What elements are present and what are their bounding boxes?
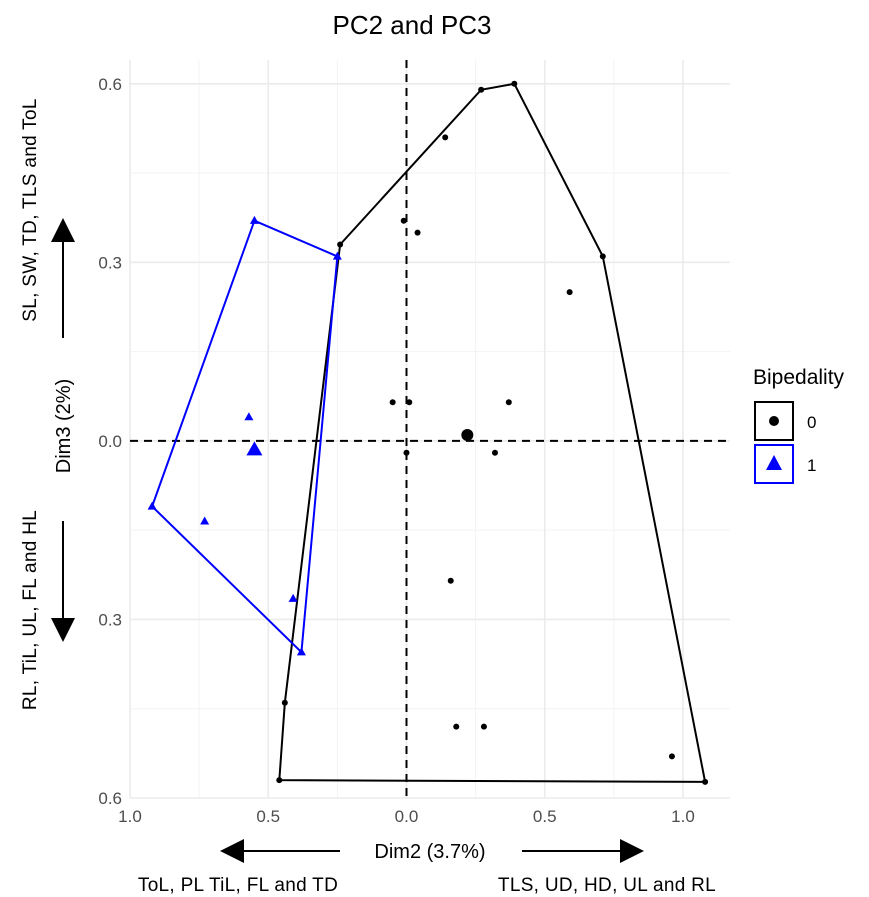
x-tick-label: 1.0 [118,807,142,826]
data-point-series-0 [442,134,449,141]
legend-label-0: 0 [807,413,816,432]
data-point-series-0 [511,80,518,87]
x-positive-direction-label: TLS, UD, HD, UL and RL [498,875,716,896]
data-point-series-0 [337,241,344,248]
data-point-series-0 [599,253,606,260]
data-point-series-0 [668,753,675,760]
y-tick-label: 0.3 [98,253,122,272]
legend-item-0: 0 [754,401,816,441]
plot-panel [129,60,730,799]
data-point-series-0 [461,428,474,441]
x-left-arrow-icon [220,839,244,863]
y-tick-label: 0.6 [98,75,122,94]
data-point-series-0 [276,777,283,784]
data-point-series-0 [453,723,460,730]
y-positive-direction-label: SL, SW, TD, TLS and ToL [20,98,41,321]
x-tick-label: 0.0 [395,807,419,826]
data-point-series-1 [244,412,254,421]
y-tick-labels: 0.6 0.3 0.0 0.3 0.6 [98,75,122,808]
chart-title: PC2 and PC3 [333,10,492,40]
legend-circle-icon [769,416,779,426]
x-axis-title-group: Dim2 (3.7%) ToL, PL TiL, FL and TD TLS, … [138,839,716,896]
x-axis-title: Dim2 (3.7%) [374,841,485,863]
hull-series-1 [150,219,339,655]
convex-hulls [150,82,707,783]
x-tick-label: 0.5 [256,807,280,826]
data-point-series-0 [400,217,407,224]
data-point-series-0 [491,449,498,456]
y-axis-title: Dim3 (2%) [53,379,75,473]
data-point-series-1 [332,251,342,260]
data-point-series-0 [281,699,288,706]
legend-key-1 [754,444,794,484]
data-points [147,80,709,785]
data-point-series-1 [249,215,259,224]
data-point-series-0 [480,723,487,730]
x-right-arrow-icon [620,839,644,863]
x-negative-direction-label: ToL, PL TiL, FL and TD [138,875,338,896]
data-point-series-0 [702,778,709,785]
y-tick-label: 0.3 [98,610,122,629]
y-up-arrow-icon [51,218,75,242]
y-axis-title-group: SL, SW, TD, TLS and ToL Dim3 (2%) RL, Ti… [20,98,75,710]
legend-label-1: 1 [807,456,816,475]
x-tick-label: 1.0 [671,807,695,826]
grid [129,60,730,799]
legend-triangle-icon [766,455,782,470]
y-tick-label: 0.6 [98,789,122,808]
data-point-series-1 [200,516,210,525]
y-down-arrow-icon [51,618,75,642]
x-tick-label: 0.5 [533,807,557,826]
data-point-series-0 [406,399,413,406]
legend: Bipedality 0 1 [753,366,845,484]
data-point-series-0 [389,399,396,406]
reference-lines [130,60,730,798]
data-point-series-1 [246,441,263,456]
data-point-series-0 [414,229,421,236]
legend-title: Bipedality [753,366,845,389]
data-point-series-0 [505,399,512,406]
data-point-series-0 [447,577,454,584]
legend-item-1: 1 [754,444,816,484]
data-point-series-0 [566,289,573,296]
x-tick-labels: 1.0 0.5 0.0 0.5 1.0 [118,807,695,826]
data-point-series-1 [288,593,298,602]
data-point-series-0 [403,449,410,456]
y-tick-label: 0.0 [98,432,122,451]
data-point-series-1 [296,647,306,656]
data-point-series-1 [147,501,157,510]
hull-series-0 [278,82,707,783]
y-negative-direction-label: RL, TiL, UL, FL and HL [20,510,41,710]
data-point-series-0 [478,86,485,93]
